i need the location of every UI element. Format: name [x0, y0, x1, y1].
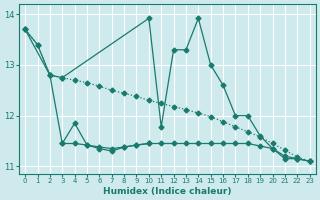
X-axis label: Humidex (Indice chaleur): Humidex (Indice chaleur) [103, 187, 232, 196]
